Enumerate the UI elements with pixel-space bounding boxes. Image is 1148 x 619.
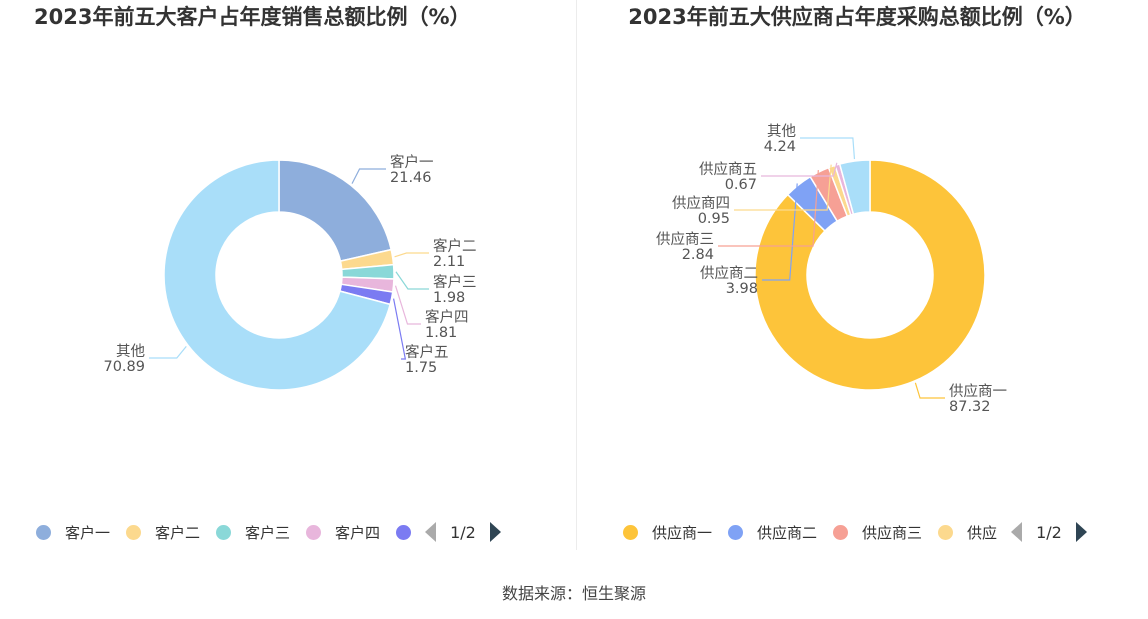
slice-label-value: 0.67 <box>725 177 757 193</box>
data-source-note: 数据来源：恒生聚源 <box>501 584 646 603</box>
legend-item-customer-4[interactable]: 客户四 <box>306 522 380 543</box>
legend-label: 供应商一 <box>652 523 713 542</box>
leader-line <box>393 298 407 360</box>
legend-label: 供应商二 <box>757 523 818 542</box>
slice-label-value: 3.98 <box>726 281 758 297</box>
legend-item-customer-2[interactable]: 客户二 <box>126 522 200 543</box>
panel-divider <box>576 0 577 550</box>
legend-dot <box>36 524 51 540</box>
legend-dot <box>306 524 322 540</box>
slice-其他[interactable] <box>838 159 871 216</box>
leader-line <box>800 137 856 160</box>
slice-label-name: 客户四 <box>425 309 469 326</box>
slice-label-name: 其他 <box>767 123 796 140</box>
slice-label-name: 供应商一 <box>949 382 1007 400</box>
slice-label-name: 供应商二 <box>700 264 758 282</box>
legend-pager: 1/2 <box>425 522 501 542</box>
slice-label-value: 21.46 <box>390 170 432 186</box>
legend-dot <box>623 524 638 540</box>
leader-line <box>395 271 429 290</box>
leader-line <box>762 183 798 281</box>
legend-label: 客户一 <box>65 523 111 542</box>
supplier-chart-panel: 2023年前五大供应商占年度采购总额比例（%） 供应商一 87.32 供应商二 3.9… <box>577 0 1148 550</box>
legend-prev-page-icon[interactable] <box>1011 522 1023 542</box>
slice-供应商一[interactable] <box>754 159 986 391</box>
legend-item-supplier-4[interactable]: 供应 <box>938 522 997 543</box>
leader-line <box>351 168 386 184</box>
legend-dot <box>396 524 412 540</box>
chart-title: 2023年前五大客户占年度销售总额比例（%） <box>34 5 471 29</box>
legend-page-number: 1/2 <box>450 522 476 542</box>
slice-label-name: 客户二 <box>433 238 477 255</box>
chart-legend: 供应商一 供应商二 供应商三 供应 1/2 <box>623 519 1087 545</box>
slice-label-name: 供应商四 <box>672 194 730 212</box>
legend-item-supplier-2[interactable]: 供应商二 <box>728 522 817 543</box>
legend-dot <box>216 524 232 540</box>
leader-line <box>734 164 832 211</box>
slice-其他[interactable] <box>163 159 392 391</box>
slice-label-name: 供应商三 <box>656 230 714 248</box>
legend-item-customer-5[interactable] <box>396 524 412 540</box>
customer-chart-panel: 2023年前五大客户占年度销售总额比例（%） 客户一 21.46 客户二 2.11 客户… <box>0 0 576 550</box>
legend-next-page-icon[interactable] <box>1075 522 1087 542</box>
legend-page-number: 1/2 <box>1036 522 1062 542</box>
legend-pager: 1/2 <box>1011 522 1087 542</box>
legend-label: 客户三 <box>245 523 291 542</box>
slice-label-value: 1.75 <box>405 360 437 376</box>
slice-label-name: 供应商五 <box>699 160 757 178</box>
slice-label-name: 客户一 <box>390 154 434 171</box>
leader-line <box>394 285 421 325</box>
slice-label-value: 1.98 <box>433 290 465 306</box>
slice-label-name: 其他 <box>116 343 145 360</box>
legend-item-supplier-3[interactable]: 供应商三 <box>833 522 922 543</box>
chart-title: 2023年前五大供应商占年度采购总额比例（%） <box>628 5 1086 29</box>
slice-label-value: 1.81 <box>425 325 457 341</box>
legend-item-customer-1[interactable]: 客户一 <box>36 522 110 543</box>
legend-dot <box>938 524 954 540</box>
slice-label-value: 2.11 <box>433 254 465 270</box>
legend-dot <box>833 524 849 540</box>
slice-label-value: 70.89 <box>103 359 145 375</box>
slice-label-value: 0.95 <box>698 211 730 227</box>
slice-label-value: 87.32 <box>949 399 991 415</box>
legend-label: 供应商三 <box>862 523 923 542</box>
leader-line <box>761 162 838 177</box>
leader-line <box>914 382 945 399</box>
slice-客户一[interactable] <box>278 159 393 262</box>
legend-next-page-icon[interactable] <box>489 522 501 542</box>
legend-prev-page-icon[interactable] <box>425 522 437 542</box>
leader-line <box>149 346 187 359</box>
legend-label: 供应 <box>967 523 998 542</box>
leader-line <box>718 169 819 247</box>
slice-label-value: 2.84 <box>682 247 714 263</box>
slice-label-name: 客户五 <box>405 344 449 361</box>
slice-label-value: 4.24 <box>764 139 796 155</box>
legend-label: 客户二 <box>155 523 201 542</box>
legend-item-supplier-1[interactable]: 供应商一 <box>623 522 712 543</box>
slice-label-name: 客户三 <box>433 274 477 291</box>
legend-item-customer-3[interactable]: 客户三 <box>216 522 290 543</box>
legend-label: 客户四 <box>335 523 381 542</box>
chart-legend: 客户一 客户二 客户三 客户四 1/2 <box>36 519 501 545</box>
legend-dot <box>728 524 744 540</box>
leader-line <box>394 252 429 258</box>
legend-dot <box>126 524 142 540</box>
